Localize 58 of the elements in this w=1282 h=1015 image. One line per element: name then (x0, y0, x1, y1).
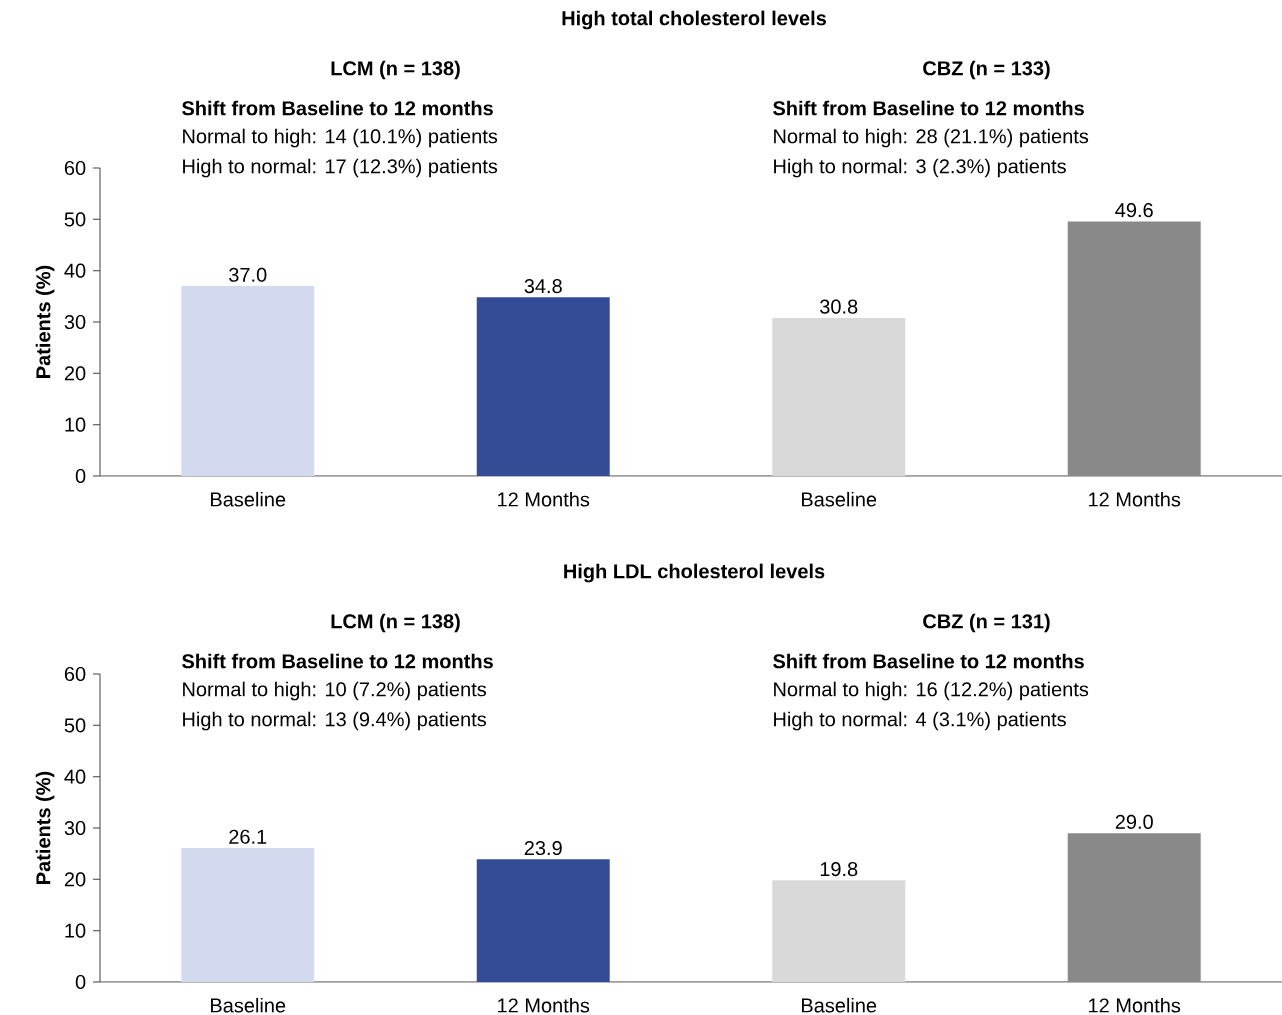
data-label: 29.0 (1115, 814, 1153, 829)
y-tick-label: 30 (64, 314, 86, 330)
bar (476, 297, 610, 477)
x-tick-label: Baseline (802, 491, 877, 507)
bar (181, 286, 315, 477)
x-tick-label: Baseline (211, 491, 286, 507)
text: Shift from Baseline to 12 months (182, 100, 493, 116)
x-tick-label: 12 Months (1089, 997, 1181, 1013)
data-label: 19.8 (820, 862, 858, 877)
text: CBZ (n = 133) (923, 60, 1050, 80)
annotation: Normal to high: 16 (12.2%) patients (774, 681, 1089, 701)
x-tick-label: 12 Months (498, 997, 590, 1013)
data-label: 34.8 (524, 279, 562, 294)
y-tick-label: 0 (75, 468, 86, 484)
y-tick-label: 60 (64, 666, 86, 682)
data-label: 37.0 (229, 267, 267, 282)
annotation: High to normal: 13 (9.4%) patients (183, 711, 487, 731)
data-label: 49.6 (1115, 203, 1153, 218)
data-label: 23.9 (524, 840, 562, 856)
x-tick-label: 12 Months (1089, 491, 1181, 507)
text: Shift from Baseline to 12 months (182, 653, 493, 669)
bar (772, 317, 906, 477)
annotation: Normal to high: 10 (7.2%) patients (183, 681, 487, 701)
y-tick-label: 60 (64, 160, 86, 176)
text: Normal to high: 28 (21.1%) patients (774, 128, 1089, 148)
bar (1067, 221, 1201, 477)
text: Shift from Baseline to 12 months (773, 100, 1084, 116)
y-tick-label: 30 (64, 820, 86, 836)
annotation: High to normal: 17 (12.3%) patients (183, 158, 498, 178)
x-tick-label: Baseline (211, 997, 286, 1013)
y-tick-label: 20 (64, 872, 86, 887)
text: Normal to high: 14 (10.1%) patients (183, 128, 498, 148)
x-tick-label: 12 Months (498, 491, 590, 507)
y-tick-label: 10 (65, 417, 86, 432)
y-tick-label: 40 (64, 769, 86, 784)
data-label: 26.1 (229, 829, 267, 844)
chart-title: High total cholesterol levels (562, 10, 826, 30)
y-tick-label: 50 (64, 212, 86, 227)
annotation: High to normal: 3 (2.3%) patients (774, 158, 1066, 178)
y-tick-label: 20 (64, 366, 86, 381)
chart-title: High LDL cholesterol levels (564, 563, 825, 583)
y-axis-title: Patients (%) (35, 265, 55, 378)
annotation: High to normal: 4 (3.1%) patients (774, 711, 1066, 731)
bar (476, 859, 610, 983)
y-tick-label: 40 (64, 263, 86, 278)
y-tick-label: 0 (75, 974, 86, 990)
y-tick-label: 50 (64, 718, 86, 733)
bar (772, 880, 906, 983)
text: LCM (n = 138) (331, 613, 460, 633)
data-label: 30.8 (820, 299, 858, 314)
text: CBZ (n = 131) (923, 613, 1050, 633)
text: Shift from Baseline to 12 months (773, 653, 1084, 669)
y-tick-label: 10 (65, 923, 86, 938)
x-tick-label: Baseline (802, 997, 877, 1013)
y-axis-title: Patients (%) (35, 771, 55, 884)
bar (1067, 833, 1201, 983)
bar (181, 848, 315, 983)
text: LCM (n = 138) (331, 60, 460, 80)
